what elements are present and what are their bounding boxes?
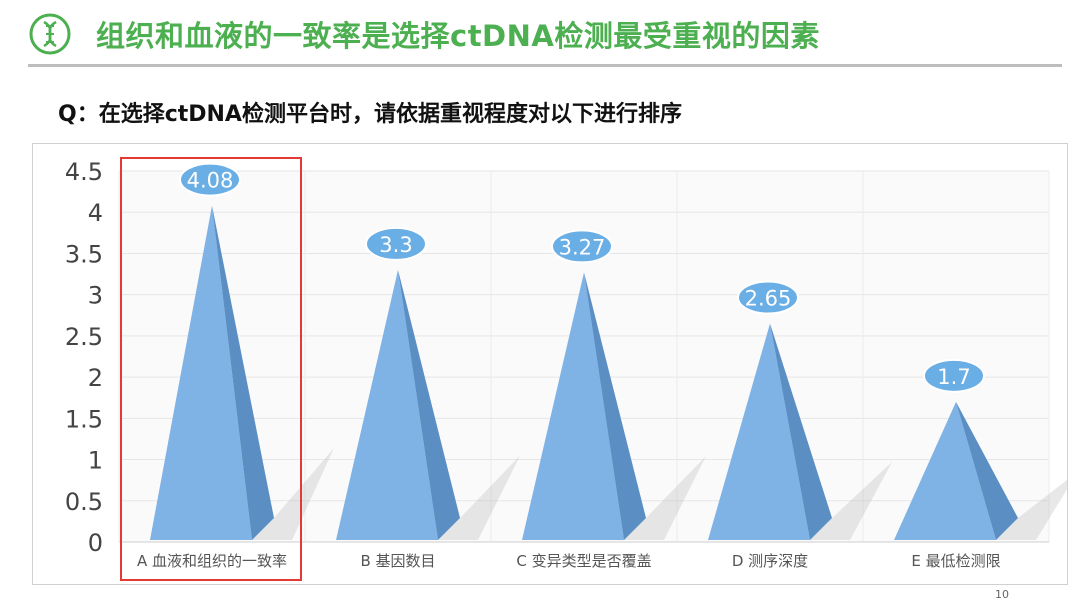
- header-divider: [28, 64, 1062, 67]
- data-label-bubble: [923, 358, 985, 393]
- bar-shadow: [996, 479, 1067, 540]
- y-tick-label: 4: [88, 199, 103, 227]
- bar-shadow: [810, 462, 892, 540]
- y-tick-label: 0: [88, 529, 103, 557]
- bar-shadow: [252, 448, 334, 540]
- x-tick-label: C 变异类型是否覆盖: [516, 552, 651, 570]
- x-tick-label: E 最低检测限: [911, 552, 1000, 570]
- bar: [150, 205, 252, 541]
- data-label: 1.7: [937, 365, 970, 389]
- survey-question: Q：在选择ctDNA检测平台时，请依据重视程度对以下进行排序: [58, 102, 682, 127]
- data-label: 4.08: [187, 169, 234, 193]
- y-tick-label: 1: [88, 447, 103, 475]
- y-tick-label: 4.5: [65, 158, 103, 186]
- data-label-bubble: [737, 280, 799, 315]
- bar: [708, 323, 810, 540]
- y-tick-label: 2.5: [65, 323, 103, 351]
- bar: [894, 401, 996, 540]
- bar: [522, 272, 624, 540]
- bar-side: [584, 272, 646, 540]
- x-tick-label: B 基因数目: [360, 552, 435, 570]
- data-label: 3.27: [559, 235, 606, 259]
- data-label-bubble: [179, 162, 241, 197]
- y-tick-label: 3.5: [65, 240, 103, 268]
- bar-side: [770, 323, 832, 540]
- page-number: 10: [995, 588, 1009, 601]
- bar-shadow: [438, 455, 520, 540]
- chart-container: 0 0.5 1 1.5 2 2.5 3 3.5 4 4.5 4.08 A 血液和组织的一致率 3.3 B …: [32, 143, 1068, 585]
- highlight-box: [120, 157, 302, 581]
- y-tick-label: 0.5: [65, 488, 103, 516]
- pyramid-bar-chart: 0 0.5 1 1.5 2 2.5 3 3.5 4 4.5 4.08 A 血液和组织的一致率 3.3 B …: [65, 157, 1067, 581]
- bar-side: [398, 269, 460, 540]
- dna-icon: [29, 13, 71, 55]
- data-label-bubble: [551, 229, 613, 264]
- x-tick-label: D 测序深度: [732, 552, 808, 570]
- slide-header: 组织和血液的一致率是选择ctDNA检测最受重视的因素: [0, 0, 1080, 70]
- data-label: 2.65: [745, 287, 792, 311]
- y-tick-label: 2: [88, 364, 103, 392]
- slide-title: 组织和血液的一致率是选择ctDNA检测最受重视的因素: [96, 19, 820, 53]
- x-tick-label: A 血液和组织的一致率: [137, 552, 287, 570]
- data-label: 3.3: [379, 233, 412, 257]
- bar-side: [956, 401, 1018, 540]
- data-label-bubble: [365, 226, 427, 261]
- bar-shadow: [624, 455, 706, 540]
- y-tick-label: 3: [88, 282, 103, 310]
- bar: [336, 269, 438, 540]
- y-tick-label: 1.5: [65, 405, 103, 433]
- bar-side: [212, 205, 274, 541]
